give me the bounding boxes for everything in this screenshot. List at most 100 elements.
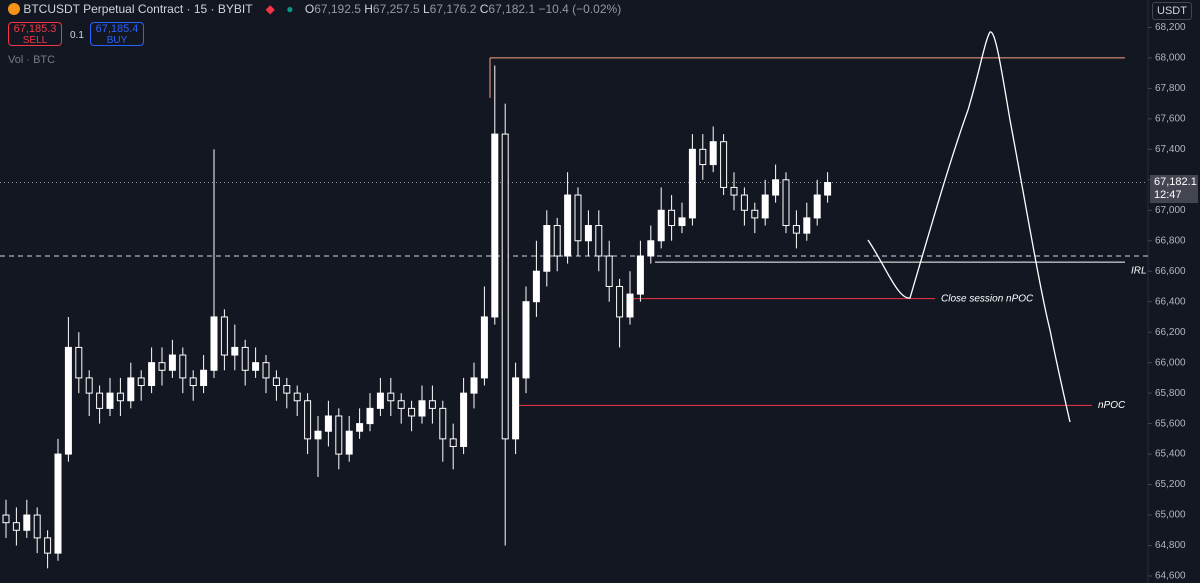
candle-body (335, 415, 343, 455)
candle-body (2, 514, 10, 524)
candle-body (553, 225, 561, 257)
candle-body (688, 148, 696, 219)
candle-body (605, 255, 613, 287)
h-label: H (364, 2, 373, 16)
candle-body (324, 415, 332, 432)
candle-body (678, 217, 686, 227)
candle-body (792, 225, 800, 234)
candle-body (116, 392, 124, 402)
buy-label: BUY (106, 35, 128, 46)
change: −10.4 (−0.02%) (538, 2, 622, 16)
y-tick-label: 66,600 (1155, 266, 1186, 277)
candle-body (304, 400, 312, 440)
level-label: nPOC (1098, 400, 1126, 411)
candle-body (751, 209, 759, 219)
level-label: Close session nPOC (941, 293, 1034, 304)
candle-body (179, 354, 187, 379)
candle-body (200, 369, 208, 387)
candle-body (709, 141, 717, 166)
level-label: IRL (1131, 266, 1147, 277)
price-tag: 67,182.1 12:47 (1150, 175, 1198, 203)
status-dot: ● (286, 2, 294, 16)
candle-body (127, 377, 135, 402)
candle-body (33, 514, 41, 539)
volume-label[interactable]: Vol · BTC (8, 54, 56, 66)
candle-body (252, 362, 260, 371)
candle-body (574, 194, 582, 242)
candle-body (241, 346, 249, 371)
currency-button[interactable]: USDT (1152, 2, 1192, 20)
candle-body (439, 407, 447, 440)
candle-body (137, 377, 145, 387)
y-tick-label: 64,600 (1155, 571, 1186, 582)
sell-button[interactable]: 67,185.3 SELL (8, 22, 62, 46)
candle-body (470, 377, 478, 394)
quantity[interactable]: 0.1 (70, 30, 84, 41)
candle-body (668, 209, 676, 227)
candle-body (168, 354, 176, 371)
candle-body (512, 377, 520, 440)
candle-body (210, 316, 218, 371)
candle-body (220, 316, 228, 356)
y-tick-label: 66,800 (1155, 235, 1186, 246)
candle-body (595, 225, 603, 257)
candle-body (376, 392, 384, 409)
y-tick-label: 67,600 (1155, 113, 1186, 124)
candle-body (75, 346, 83, 379)
candle-body (616, 285, 624, 318)
candle-body (23, 514, 31, 531)
last-price: 67,182.1 (1154, 176, 1197, 188)
candle-body (564, 194, 572, 257)
candle-body (626, 293, 634, 318)
flag[interactable]: ◆ (265, 2, 275, 16)
candle-body (293, 392, 301, 402)
candle-body (501, 133, 509, 440)
y-tick-label: 66,400 (1155, 296, 1186, 307)
y-tick-label: 65,000 (1155, 510, 1186, 521)
l-label: L (422, 2, 430, 16)
candle-body (584, 225, 592, 242)
l: 67,176.2 (429, 2, 477, 16)
candle-body (782, 179, 790, 227)
symbol[interactable]: BTCUSDT Perpetual Contract · 15 · BYBIT (23, 2, 253, 16)
y-tick-label: 67,400 (1155, 144, 1186, 155)
candle-body (418, 400, 426, 417)
candle-body (231, 346, 239, 356)
candle-body (148, 362, 156, 387)
candle-body (803, 217, 811, 234)
candle-body (813, 194, 821, 219)
candle-body (85, 377, 93, 394)
y-tick-label: 67,000 (1155, 205, 1186, 216)
header-bar: BTCUSDT Perpetual Contract · 15 · BYBIT … (8, 2, 621, 20)
candle-body (428, 400, 436, 409)
y-tick-label: 68,000 (1155, 53, 1186, 64)
candle-body (106, 392, 114, 409)
c-label: C (479, 2, 489, 16)
candle-body (96, 392, 104, 409)
candle-body (262, 362, 270, 379)
y-tick-label: 65,800 (1155, 388, 1186, 399)
buy-button[interactable]: 67,185.4 BUY (90, 22, 144, 46)
y-tick-label: 65,400 (1155, 449, 1186, 460)
o: 67,192.5 (314, 2, 361, 16)
candle-body (356, 423, 364, 432)
sell-price: 67,185.3 (13, 23, 57, 35)
candle-body (761, 194, 769, 219)
countdown: 12:47 (1154, 189, 1182, 201)
y-tick-label: 65,200 (1155, 479, 1186, 490)
candle-body (408, 407, 416, 417)
y-tick-label: 64,800 (1155, 540, 1186, 551)
candle-body (397, 400, 405, 409)
candle-body (64, 346, 72, 455)
candle-body (740, 194, 748, 211)
hand-drawn-projection (867, 31, 1071, 423)
c: 67,182.1 (488, 2, 536, 16)
candle-body (824, 182, 832, 196)
candle-body (314, 430, 322, 440)
candle-body (522, 301, 530, 379)
candle-body (647, 240, 655, 257)
candle-body (460, 392, 468, 447)
candle-body (366, 407, 374, 425)
